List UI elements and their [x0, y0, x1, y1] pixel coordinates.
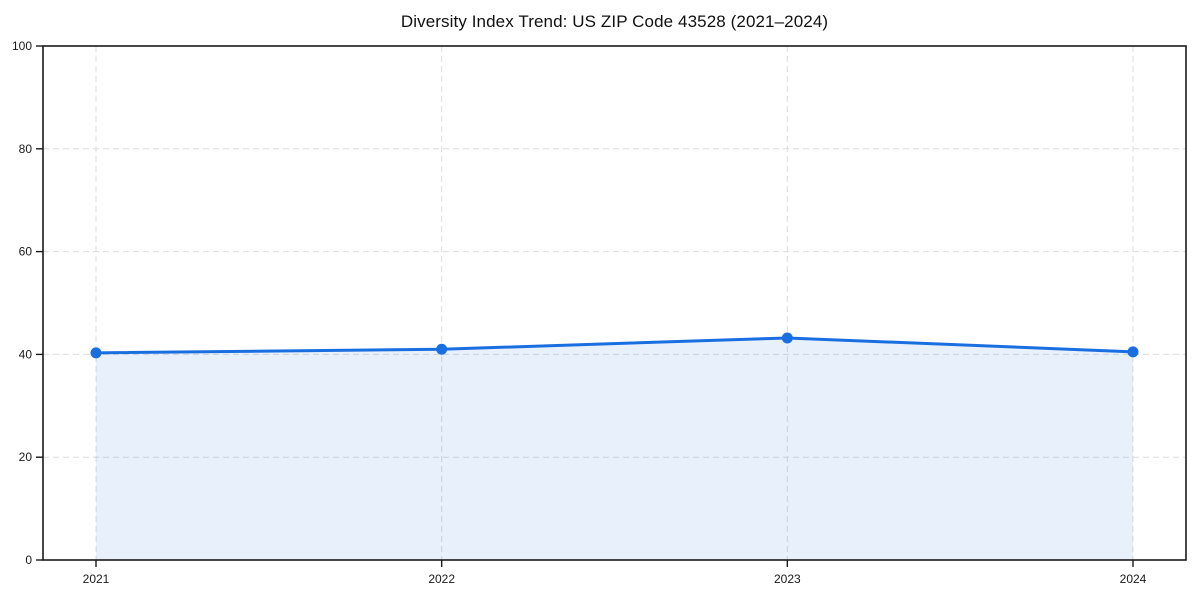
data-point [436, 343, 448, 355]
y-tick-label: 40 [19, 347, 33, 361]
trend-line [94, 336, 1135, 355]
y-tick-label: 80 [19, 142, 33, 156]
y-tick-label: 100 [12, 39, 32, 53]
y-tick-label: 20 [19, 450, 33, 464]
area-fill [96, 337, 1133, 560]
chart-title: Diversity Index Trend: US ZIP Code 43528… [400, 12, 829, 31]
y-tick-label: 60 [19, 245, 33, 259]
data-point [781, 332, 793, 344]
x-tick-label: 2022 [428, 572, 455, 586]
x-tick-label: 2021 [83, 572, 110, 586]
data-point [1127, 346, 1139, 358]
data-point [90, 347, 102, 359]
plot-border [42, 45, 1187, 561]
x-tick-label: 2024 [1120, 572, 1147, 586]
y-tick-label: 0 [25, 553, 32, 567]
x-tick-label: 2023 [774, 572, 801, 586]
